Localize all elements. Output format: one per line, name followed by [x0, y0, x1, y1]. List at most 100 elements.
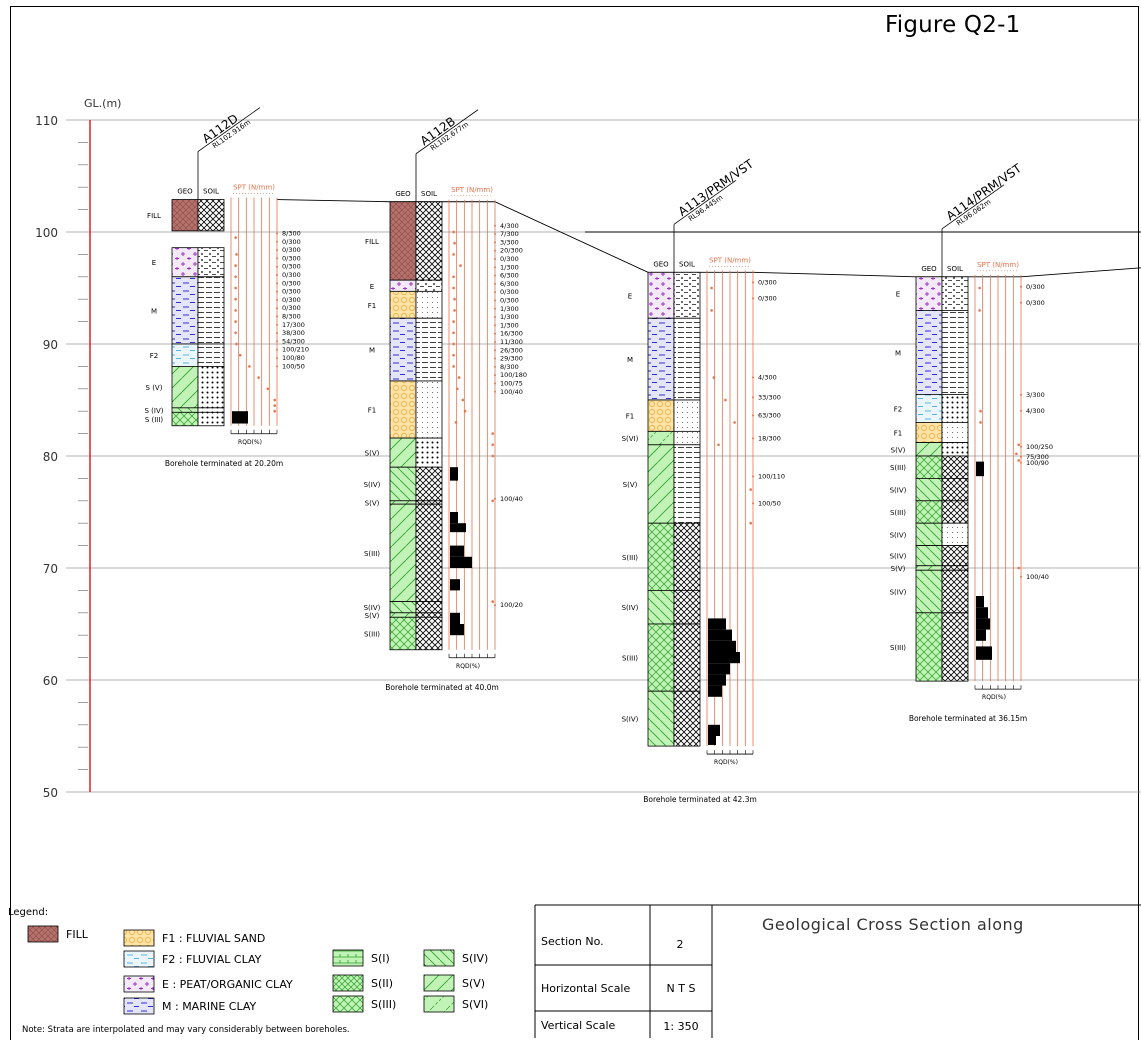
geo-layer — [647, 271, 675, 319]
spt-marker — [276, 315, 278, 318]
layer-label: F1 — [368, 407, 376, 415]
geo-layer — [915, 545, 943, 567]
spt-marker — [494, 282, 496, 285]
spt-value: 0/300 — [1026, 299, 1045, 307]
geo-layer — [389, 612, 417, 618]
spt-point — [749, 488, 752, 491]
legend-swatch — [123, 950, 155, 968]
layer-label: M — [369, 347, 375, 355]
layer-label: S(VI) — [622, 435, 639, 443]
spt-value: 100/250 — [1026, 443, 1053, 451]
spt-point — [234, 264, 237, 267]
soil-column-header: SOIL — [947, 265, 963, 273]
layer-label: F1 — [368, 302, 376, 310]
spt-value: 8/300 — [282, 313, 301, 321]
soil-layer — [673, 590, 701, 625]
rqd-bar — [976, 618, 990, 630]
spt-point — [978, 309, 981, 312]
spt-value: 0/300 — [500, 288, 519, 296]
spt-marker — [752, 437, 754, 440]
spt-marker — [494, 291, 496, 294]
borehole-leader — [941, 184, 1005, 230]
soil-layer — [673, 444, 701, 524]
legend-label: S(IV) — [462, 952, 488, 965]
spt-point — [452, 365, 455, 368]
spt-value: 0/300 — [282, 246, 301, 254]
spt-value: 0/300 — [282, 304, 301, 312]
soil-layer — [415, 500, 443, 505]
geo-layer — [171, 343, 199, 367]
spt-marker — [494, 249, 496, 252]
spt-point — [491, 454, 495, 458]
spt-marker — [276, 257, 278, 260]
soil-layer — [415, 612, 443, 618]
spt-marker — [494, 324, 496, 327]
rqd-bar — [976, 646, 992, 660]
spt-value: 0/300 — [1026, 283, 1045, 291]
spt-point — [712, 376, 716, 379]
spt-value: 7/300 — [500, 230, 519, 238]
spt-point — [452, 230, 455, 234]
spt-marker — [494, 233, 496, 236]
layer-label: E — [152, 259, 156, 267]
spt-point — [257, 376, 260, 379]
spt-value: 4/300 — [1026, 407, 1045, 415]
elevation-axis: 110 100 90 80 70 60 50 GL.(m) — [35, 97, 121, 800]
soil-layer — [941, 569, 969, 614]
spt-value: 75/300 — [1026, 453, 1049, 461]
legend-label: F1 : FLUVIAL SAND — [162, 932, 265, 945]
rqd-bar — [708, 685, 722, 697]
spt-value: 3/300 — [1026, 391, 1045, 399]
soil-column-header: SOIL — [203, 188, 219, 196]
axis-tick-label: 70 — [43, 562, 58, 576]
spt-value: 0/300 — [282, 238, 301, 246]
axis-tick-label: 50 — [43, 786, 58, 800]
rqd-bar — [450, 467, 458, 481]
borehole-terminated-note: Borehole terminated at 20.20m — [165, 459, 283, 468]
spt-marker — [494, 299, 496, 302]
spt-marker — [1020, 409, 1022, 412]
borehole-terminated-note: Borehole terminated at 36.15m — [909, 714, 1027, 723]
spt-value: 54/300 — [282, 337, 305, 345]
title-block: Section No. 2 Horizontal Scale N T S Vertica… — [534, 904, 1141, 1038]
layer-label: S(V) — [365, 612, 380, 620]
spt-value: 8/300 — [282, 230, 301, 238]
soil-layer — [415, 317, 443, 382]
spt-point — [452, 286, 455, 290]
layer-label: S(III) — [622, 655, 638, 663]
spt-point — [461, 398, 465, 402]
borehole: E M F1 S(VI) S(V) S(III) S(IV) S(III) S(IV) GEO SO… — [622, 156, 785, 804]
soil-layer — [941, 309, 969, 395]
spt-point — [455, 387, 459, 391]
boreholes: FILL E M F2 S (V) S (IV)S (III) GEO SOIL SPT (N/… — [145, 107, 1053, 804]
soil-layer — [415, 616, 443, 651]
layer-label: M — [895, 349, 901, 357]
spt-value: 100/50 — [758, 499, 781, 507]
layer-label: F2 — [894, 405, 902, 413]
spt-marker — [1020, 301, 1022, 304]
spt-value: 3/300 — [500, 238, 519, 246]
spt-value: 0/300 — [282, 271, 301, 279]
spt-value: 38/300 — [282, 329, 305, 337]
geo-layer — [915, 393, 943, 423]
spt-point — [238, 353, 242, 357]
spt-marker — [1020, 575, 1022, 578]
spt-point — [452, 253, 455, 256]
rqd-bar — [976, 607, 988, 619]
spt-value: 100/20 — [500, 601, 523, 609]
spt-marker — [1020, 461, 1022, 464]
geo-layer — [647, 399, 675, 432]
geo-layer — [389, 437, 417, 468]
spt-point — [749, 521, 752, 525]
spt-point — [491, 443, 495, 447]
spt-marker — [494, 382, 496, 385]
geo-layer — [647, 623, 675, 692]
rqd-bar — [708, 736, 716, 745]
soil-layer — [941, 545, 969, 567]
spt-point — [273, 398, 277, 402]
spt-marker — [752, 475, 754, 478]
spt-marker — [752, 297, 754, 300]
layer-label: S(V) — [365, 450, 380, 458]
soil-layer — [415, 290, 443, 319]
